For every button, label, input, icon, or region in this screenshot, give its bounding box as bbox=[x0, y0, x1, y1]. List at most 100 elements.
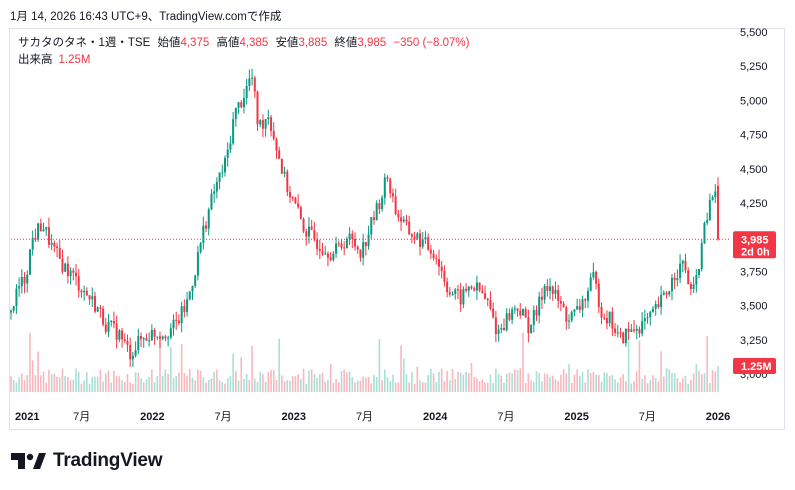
volume-bar bbox=[411, 372, 413, 392]
candle bbox=[305, 231, 308, 237]
candle bbox=[429, 249, 432, 254]
candle bbox=[213, 191, 216, 194]
candle bbox=[714, 191, 717, 198]
volume-bar bbox=[419, 380, 421, 392]
volume-bar bbox=[584, 382, 587, 392]
volume-bar bbox=[565, 373, 568, 392]
candle bbox=[199, 243, 202, 253]
candle bbox=[261, 120, 264, 129]
candle bbox=[61, 258, 64, 272]
volume-bar bbox=[611, 374, 614, 392]
candle bbox=[226, 149, 229, 158]
volume-bar bbox=[164, 369, 167, 392]
volume-bar bbox=[113, 370, 115, 392]
candle bbox=[275, 138, 278, 151]
volume-bar bbox=[216, 369, 218, 392]
candle bbox=[603, 317, 606, 319]
volume-bar bbox=[435, 381, 438, 392]
volume-bar bbox=[646, 383, 649, 392]
candle bbox=[153, 329, 156, 337]
candle bbox=[381, 197, 384, 210]
volume-bar bbox=[281, 375, 283, 392]
candle bbox=[93, 296, 96, 312]
candle bbox=[53, 242, 56, 247]
volume-bar bbox=[692, 373, 695, 392]
volume-value: 1.25M bbox=[58, 54, 91, 66]
volume-bar bbox=[327, 379, 329, 392]
volume-bar bbox=[72, 379, 75, 392]
volume-bar bbox=[462, 375, 465, 392]
volume-bar bbox=[535, 371, 538, 392]
volume-bar bbox=[598, 374, 600, 392]
volume-bar bbox=[45, 382, 48, 392]
volume-bar bbox=[500, 375, 503, 392]
candle bbox=[519, 310, 522, 316]
symbol-label[interactable]: サカタのタネ・1週・TSE bbox=[18, 37, 151, 49]
candle bbox=[313, 229, 316, 240]
candle bbox=[31, 237, 34, 250]
candle bbox=[348, 233, 351, 239]
candle bbox=[679, 263, 682, 279]
volume-bar bbox=[541, 381, 543, 392]
candle bbox=[646, 317, 649, 319]
volume-bar bbox=[402, 358, 405, 392]
volume-bar bbox=[356, 380, 359, 392]
candle bbox=[717, 185, 719, 240]
candle bbox=[356, 246, 359, 250]
candle bbox=[359, 249, 362, 258]
volume-bar bbox=[421, 382, 424, 392]
candle bbox=[456, 289, 459, 291]
volume-bar bbox=[424, 382, 427, 392]
volume-bar bbox=[170, 347, 172, 392]
volume-bar bbox=[459, 372, 462, 392]
volume-bar bbox=[80, 383, 83, 392]
volume-bar bbox=[706, 336, 708, 392]
volume-bar bbox=[335, 378, 337, 392]
x-tick-label: 2026 bbox=[706, 411, 730, 423]
volume-bar bbox=[492, 382, 494, 392]
high-value: 4,385 bbox=[239, 37, 269, 49]
candle bbox=[451, 294, 454, 296]
candle bbox=[535, 310, 538, 316]
volume-bar bbox=[191, 377, 194, 392]
volume-bar bbox=[175, 375, 178, 392]
volume-bar bbox=[638, 340, 641, 392]
volume-bar bbox=[687, 383, 690, 392]
volume-bar bbox=[140, 378, 142, 392]
candle bbox=[540, 296, 543, 300]
volume-badge bbox=[733, 358, 776, 374]
candle bbox=[497, 329, 500, 335]
last-price-badge-value: 3,985 bbox=[741, 234, 769, 246]
candle bbox=[459, 289, 462, 305]
candle bbox=[619, 332, 622, 334]
volume-bar bbox=[118, 376, 121, 392]
candle bbox=[597, 283, 600, 308]
volume-bar bbox=[603, 372, 606, 392]
volume-bar bbox=[321, 372, 324, 392]
candle bbox=[164, 336, 167, 339]
volume-bar bbox=[64, 376, 66, 392]
volume-bar bbox=[102, 381, 104, 392]
volume-bar bbox=[440, 368, 443, 392]
candle bbox=[364, 242, 367, 247]
volume-bar bbox=[96, 376, 99, 392]
volume-bar bbox=[654, 378, 657, 392]
volume-bar bbox=[18, 377, 20, 392]
volume-bar bbox=[649, 380, 652, 392]
volume-bar bbox=[470, 362, 473, 392]
tradingview-logo[interactable]: TradingView bbox=[11, 449, 163, 473]
x-tick-label: 7月 bbox=[639, 411, 656, 423]
candle bbox=[475, 282, 478, 291]
volume-bar bbox=[633, 381, 635, 392]
volume-bar bbox=[88, 383, 91, 392]
volume-bar bbox=[622, 374, 624, 392]
volume-label[interactable]: 出来高 bbox=[18, 54, 53, 66]
volume-bar bbox=[183, 373, 186, 392]
candle bbox=[126, 340, 129, 345]
candle bbox=[248, 78, 251, 86]
volume-bar bbox=[202, 377, 205, 392]
candle bbox=[110, 320, 113, 322]
volume-bar bbox=[554, 379, 557, 392]
volume-bar bbox=[489, 374, 492, 392]
